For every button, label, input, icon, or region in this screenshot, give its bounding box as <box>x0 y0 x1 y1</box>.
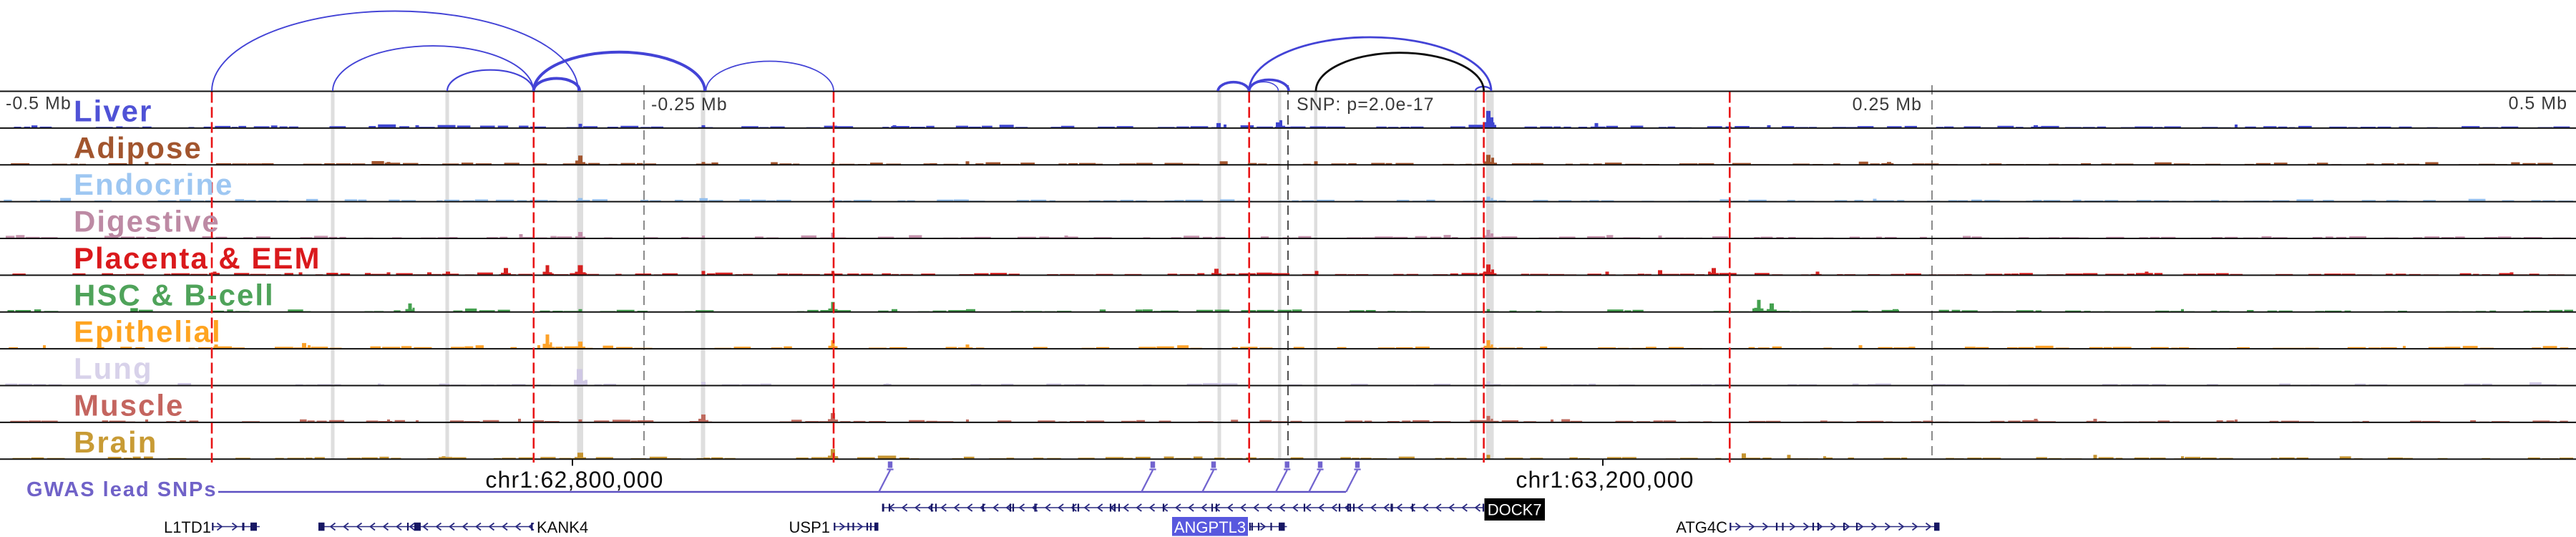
svg-text:HSC & B-cell: HSC & B-cell <box>74 278 275 311</box>
svg-text:L1TD1: L1TD1 <box>164 518 211 536</box>
svg-text:Brain: Brain <box>74 425 157 459</box>
svg-text:Epithelial: Epithelial <box>74 315 222 349</box>
svg-text:Endocrine: Endocrine <box>74 168 233 201</box>
svg-text:chr1:63,200,000: chr1:63,200,000 <box>1516 467 1694 493</box>
svg-text:0.5 Mb: 0.5 Mb <box>2509 94 2567 114</box>
svg-text:Placenta & EEM: Placenta & EEM <box>74 241 321 275</box>
svg-text:0.25 Mb: 0.25 Mb <box>1853 95 1922 115</box>
svg-text:chr1:62,800,000: chr1:62,800,000 <box>485 467 663 493</box>
svg-text:GWAS lead SNPs: GWAS lead SNPs <box>26 478 218 501</box>
svg-text:KANK4: KANK4 <box>537 518 588 536</box>
svg-text:-0.25 Mb: -0.25 Mb <box>651 95 728 115</box>
svg-text:Muscle: Muscle <box>74 388 184 422</box>
svg-text:Liver: Liver <box>74 94 152 127</box>
svg-text:Lung: Lung <box>74 352 153 385</box>
svg-text:DOCK7: DOCK7 <box>1488 500 1542 518</box>
svg-text:Adipose: Adipose <box>74 131 203 165</box>
svg-text:ANGPTL3: ANGPTL3 <box>1174 518 1246 536</box>
svg-text:SNP: p=2.0e-17: SNP: p=2.0e-17 <box>1297 95 1435 115</box>
svg-text:USP1: USP1 <box>789 518 830 536</box>
svg-text:ATG4C: ATG4C <box>1676 518 1727 536</box>
svg-text:-0.5 Mb: -0.5 Mb <box>6 94 72 114</box>
svg-text:Digestive: Digestive <box>74 205 220 238</box>
